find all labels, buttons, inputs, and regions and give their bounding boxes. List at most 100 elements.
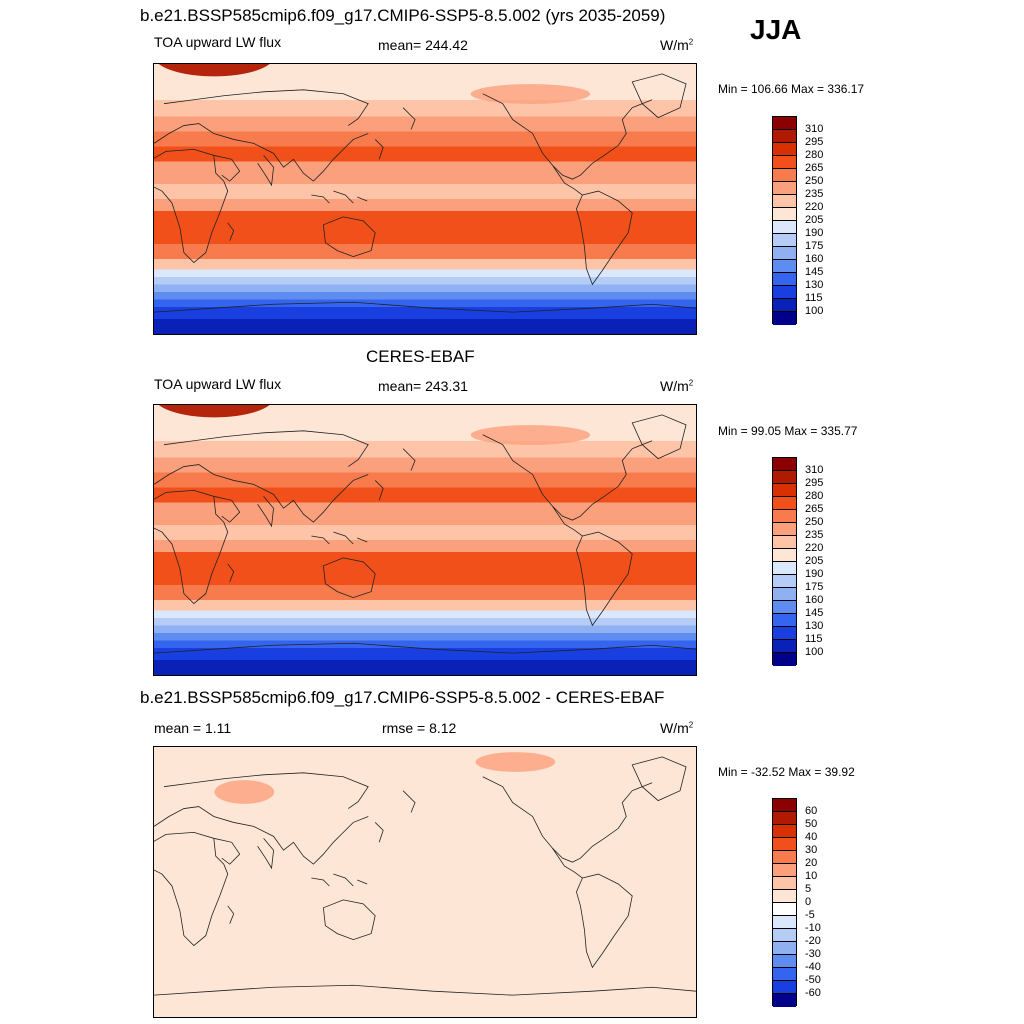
colorbar-tick-label: 190 bbox=[805, 227, 824, 239]
colorbar-tick-label: 295 bbox=[805, 477, 824, 489]
colorbar-swatch bbox=[773, 458, 796, 471]
colorbar-swatch bbox=[773, 903, 796, 916]
panel-2-mean-label: mean= 243.31 bbox=[378, 378, 468, 394]
panel-3-title: b.e21.BSSP585cmip6.f09_g17.CMIP6-SSP5-8.… bbox=[140, 688, 665, 707]
colorbar-swatch bbox=[773, 864, 796, 877]
colorbar-swatch bbox=[773, 588, 796, 601]
map-field bbox=[154, 747, 696, 1017]
panel-2-variable-label: TOA upward LW flux bbox=[154, 376, 282, 392]
colorbar-swatch bbox=[773, 916, 796, 929]
colorbar-swatch bbox=[773, 994, 796, 1007]
colorbar-tick-label: 190 bbox=[805, 568, 824, 580]
colorbar-tick-label: -50 bbox=[805, 974, 821, 986]
colorbar-swatch bbox=[773, 825, 796, 838]
colorbar-swatch bbox=[773, 208, 796, 221]
colorbar-tick-label: -40 bbox=[805, 961, 821, 973]
colorbar-swatch bbox=[773, 169, 796, 182]
panel-2-title: CERES-EBAF bbox=[366, 347, 475, 366]
map-field bbox=[154, 64, 696, 334]
colorbar-swatch-stack bbox=[772, 798, 797, 1007]
colorbar-swatch-stack bbox=[772, 457, 797, 666]
colorbar-tick-label: 265 bbox=[805, 503, 824, 515]
colorbar-swatch bbox=[773, 942, 796, 955]
colorbar-tick-label: -30 bbox=[805, 948, 821, 960]
colorbar-swatch bbox=[773, 182, 796, 195]
colorbar-swatch bbox=[773, 877, 796, 890]
colorbar-swatch bbox=[773, 614, 796, 627]
colorbar-tick-label: -5 bbox=[805, 909, 815, 921]
colorbar-tick-label: -10 bbox=[805, 922, 821, 934]
colorbar-tick-label: -60 bbox=[805, 987, 821, 999]
colorbar-tick-label: 220 bbox=[805, 542, 824, 554]
colorbar-tick-label: 115 bbox=[805, 292, 823, 304]
colorbar-tick-label: 280 bbox=[805, 149, 824, 161]
map-field bbox=[154, 405, 696, 675]
colorbar-swatch bbox=[773, 838, 796, 851]
colorbar-swatch bbox=[773, 130, 796, 143]
colorbar-tick-label: 310 bbox=[805, 123, 824, 135]
colorbar-swatch bbox=[773, 812, 796, 825]
panel-2-map bbox=[153, 404, 697, 676]
colorbar-tick-label: 175 bbox=[805, 240, 824, 252]
colorbar-swatch bbox=[773, 981, 796, 994]
colorbar-tick-label: 130 bbox=[805, 279, 824, 291]
colorbar-tick-label: 175 bbox=[805, 581, 824, 593]
colorbar-swatch bbox=[773, 312, 796, 325]
colorbar-swatch bbox=[773, 523, 796, 536]
colorbar-tick-label: 205 bbox=[805, 214, 824, 226]
colorbar-swatch bbox=[773, 273, 796, 286]
colorbar-tick-label: 20 bbox=[805, 857, 818, 869]
colorbar-swatch bbox=[773, 851, 796, 864]
colorbar-tick-label: 100 bbox=[805, 305, 824, 317]
colorbar-tick-label: 145 bbox=[805, 266, 824, 278]
colorbar-swatch bbox=[773, 143, 796, 156]
colorbar-tick-label: 40 bbox=[805, 831, 818, 843]
colorbar-tick-label: 250 bbox=[805, 516, 824, 528]
colorbar-swatch bbox=[773, 156, 796, 169]
colorbar-swatch bbox=[773, 929, 796, 942]
colorbar-swatch bbox=[773, 484, 796, 497]
colorbar-tick-label: 310 bbox=[805, 464, 824, 476]
colorbar-tick-label: 115 bbox=[805, 633, 823, 645]
colorbar-swatch bbox=[773, 247, 796, 260]
panel-1-units: W/m2 bbox=[660, 37, 694, 53]
panel-3-mean-label: mean = 1.11 bbox=[154, 720, 232, 736]
colorbar-tick-label: 60 bbox=[805, 805, 818, 817]
panel-3-minmax: Min = -32.52 Max = 39.92 bbox=[718, 765, 855, 779]
colorbar-tick-label: 160 bbox=[805, 253, 824, 265]
season-label: JJA bbox=[750, 14, 802, 45]
colorbar-tick-label: 235 bbox=[805, 529, 824, 541]
panel-3-units: W/m2 bbox=[660, 720, 694, 736]
colorbar-tick-label: 0 bbox=[805, 896, 812, 908]
colorbar-swatch bbox=[773, 195, 796, 208]
panel-1-title: b.e21.BSSP585cmip6.f09_g17.CMIP6-SSP5-8.… bbox=[140, 6, 666, 25]
panel-1-minmax: Min = 106.66 Max = 336.17 bbox=[718, 82, 865, 96]
colorbar-tick-label: 295 bbox=[805, 136, 824, 148]
colorbar-swatch bbox=[773, 890, 796, 903]
colorbar-swatch bbox=[773, 955, 796, 968]
colorbar-swatch bbox=[773, 562, 796, 575]
colorbar-swatch bbox=[773, 601, 796, 614]
colorbar-tick-label: 100 bbox=[805, 646, 824, 658]
colorbar-tick-label: 10 bbox=[805, 870, 818, 882]
colorbar-swatch bbox=[773, 549, 796, 562]
panel-1-mean-label: mean= 244.42 bbox=[378, 37, 468, 53]
colorbar-tick-label: 265 bbox=[805, 162, 824, 174]
colorbar-swatch bbox=[773, 299, 796, 312]
colorbar-tick-label: 160 bbox=[805, 594, 824, 606]
colorbar-tick-label: 30 bbox=[805, 844, 818, 856]
colorbar-swatch bbox=[773, 234, 796, 247]
colorbar-tick-label: 235 bbox=[805, 188, 824, 200]
colorbar-tick-label: 5 bbox=[805, 883, 812, 895]
panel-3-rmse-label: rmse = 8.12 bbox=[382, 720, 457, 736]
colorbar-swatch bbox=[773, 286, 796, 299]
colorbar-swatch bbox=[773, 627, 796, 640]
panel-1-map bbox=[153, 63, 697, 335]
colorbar-tick-label: 220 bbox=[805, 201, 824, 213]
colorbar-tick-label: 280 bbox=[805, 490, 824, 502]
colorbar-tick-label: 50 bbox=[805, 818, 818, 830]
colorbar-swatch bbox=[773, 799, 796, 812]
panel-2-units: W/m2 bbox=[660, 378, 694, 394]
colorbar-swatch bbox=[773, 536, 796, 549]
colorbar-tick-label: 145 bbox=[805, 607, 824, 619]
